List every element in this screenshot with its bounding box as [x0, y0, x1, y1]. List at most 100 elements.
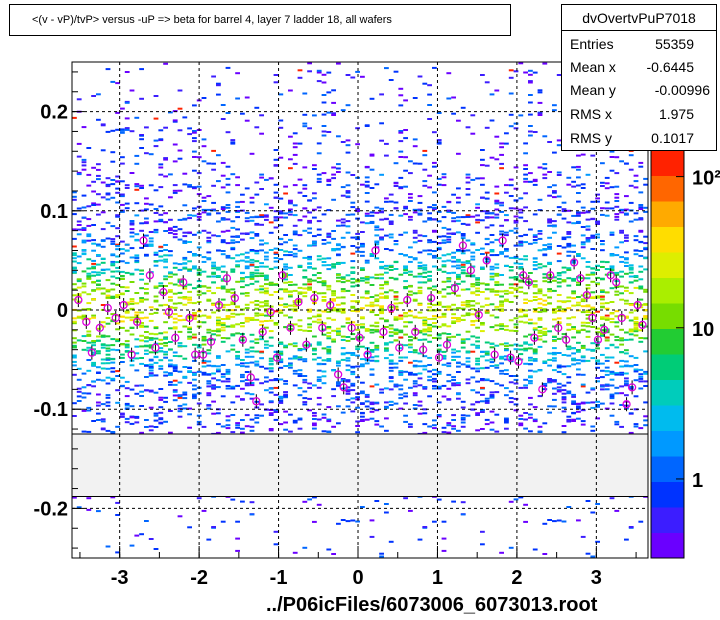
density-cell	[129, 333, 135, 336]
density-cell	[585, 325, 591, 328]
density-cell	[292, 384, 298, 387]
density-cell	[105, 183, 111, 186]
density-cell	[614, 335, 620, 338]
density-cell	[201, 200, 207, 202]
density-cell	[556, 386, 562, 389]
density-cell	[326, 326, 332, 328]
density-cell	[532, 322, 538, 325]
density-cell	[283, 382, 288, 385]
density-cell	[638, 520, 644, 523]
density-cell	[96, 163, 101, 166]
density-cell	[211, 209, 216, 212]
density-cell	[259, 285, 264, 288]
density-cell	[312, 279, 317, 282]
density-cell	[326, 235, 332, 238]
density-cell	[561, 271, 567, 274]
density-cell	[240, 259, 245, 262]
density-cell	[504, 289, 509, 292]
profile-point	[519, 271, 528, 280]
density-cell	[542, 362, 548, 364]
density-cell	[336, 276, 341, 279]
density-cell	[100, 268, 106, 271]
density-cell	[556, 174, 562, 176]
stats-histogram-name: dvOvertvPuP7018	[562, 5, 716, 31]
density-cell	[249, 319, 255, 321]
density-cell	[499, 305, 504, 308]
density-cell	[134, 154, 140, 157]
density-cell	[158, 347, 164, 350]
density-cell	[264, 300, 269, 303]
density-cell	[408, 160, 413, 163]
density-cell	[254, 363, 260, 366]
density-cell	[470, 320, 476, 322]
density-cell	[571, 304, 576, 307]
density-cell	[283, 391, 288, 394]
density-cell	[604, 291, 610, 294]
density-cell	[499, 224, 504, 227]
density-cell	[129, 544, 135, 547]
density-cell	[72, 341, 77, 344]
density-cell	[643, 370, 648, 373]
density-cell	[427, 84, 432, 87]
density-cell	[235, 549, 240, 552]
density-cell	[369, 305, 375, 308]
density-cell	[528, 101, 533, 104]
density-cell	[326, 111, 332, 114]
density-cell	[537, 209, 543, 212]
density-cell	[604, 268, 610, 270]
density-cell	[422, 412, 428, 415]
density-cell	[528, 134, 533, 137]
density-cell	[475, 370, 480, 373]
density-cell	[230, 303, 236, 306]
density-cell	[552, 520, 557, 523]
density-cell	[460, 280, 466, 283]
density-cell	[168, 348, 173, 351]
density-cell	[100, 346, 106, 349]
density-cell	[590, 425, 596, 428]
density-cell	[163, 344, 168, 347]
density-cell	[86, 330, 92, 333]
density-cell	[513, 375, 519, 377]
density-cell	[518, 62, 524, 65]
density-cell	[532, 370, 538, 373]
density-cell	[216, 412, 221, 415]
density-cell	[384, 280, 389, 283]
density-cell	[124, 311, 130, 314]
density-cell	[81, 315, 87, 318]
density-cell	[470, 132, 476, 135]
density-cell	[475, 326, 480, 329]
density-cell	[590, 555, 596, 558]
density-cell	[192, 336, 197, 339]
density-cell	[523, 152, 528, 155]
density-cell	[201, 343, 207, 346]
density-cell	[244, 260, 250, 263]
density-cell	[350, 300, 356, 303]
density-cell	[331, 294, 336, 297]
density-cell	[595, 405, 600, 408]
density-cell	[321, 94, 327, 96]
density-cell	[628, 303, 634, 306]
density-cell	[230, 173, 236, 176]
density-cell	[403, 344, 408, 347]
density-cell	[379, 277, 384, 280]
density-cell	[494, 324, 500, 327]
density-cell	[216, 355, 221, 358]
density-cell	[288, 251, 293, 254]
density-cell	[172, 390, 178, 393]
density-cell	[388, 404, 394, 406]
density-cell	[504, 214, 509, 217]
density-cell	[580, 246, 586, 249]
density-cell	[566, 242, 572, 245]
density-cell	[326, 327, 332, 330]
density-cell	[398, 359, 404, 362]
density-cell	[523, 313, 528, 316]
density-cell	[619, 260, 624, 263]
density-cell	[532, 359, 538, 362]
density-cell	[110, 338, 116, 341]
density-cell	[456, 384, 461, 387]
density-cell	[417, 265, 423, 267]
density-cell	[230, 257, 236, 260]
density-cell	[264, 283, 269, 286]
density-cell	[288, 210, 293, 213]
density-cell	[120, 320, 125, 323]
